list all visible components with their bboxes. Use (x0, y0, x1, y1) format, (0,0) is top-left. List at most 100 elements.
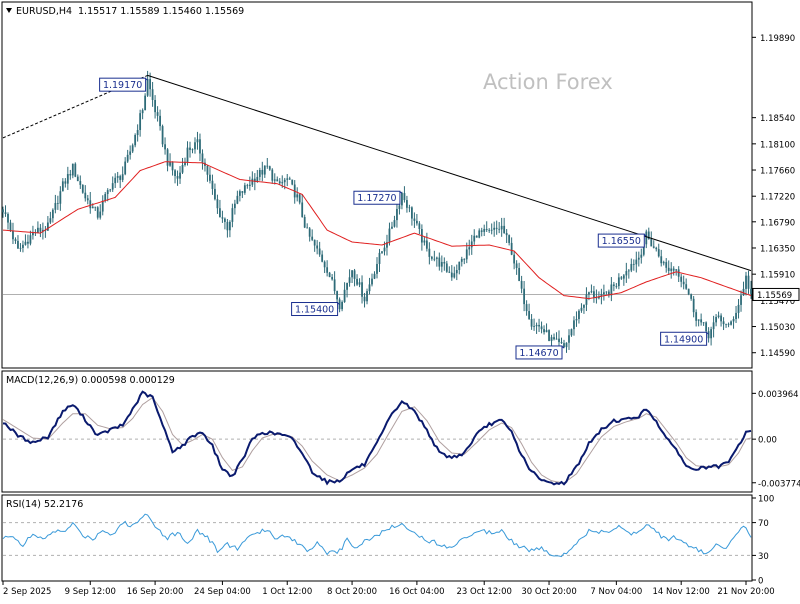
candle-body (169, 161, 171, 166)
candle-body (590, 291, 593, 293)
annotation-label: 1.17270 (357, 193, 396, 204)
annotation-box (515, 345, 563, 360)
macd-tick-label: 0.003964 (758, 390, 799, 400)
candle-body (558, 338, 560, 343)
candle (737, 299, 740, 319)
candle-body (341, 301, 343, 310)
candle (121, 166, 124, 183)
candle (692, 296, 695, 318)
candle-body (144, 95, 147, 111)
annotation-label: 1.14900 (664, 334, 703, 345)
candle-body (226, 221, 229, 231)
candle-body (642, 244, 645, 255)
candle (196, 131, 199, 150)
candle (747, 270, 750, 294)
candle-body (428, 248, 431, 257)
candle (570, 328, 573, 337)
candle (261, 161, 264, 182)
candle (672, 266, 675, 276)
candle (530, 314, 533, 330)
candle (730, 320, 732, 326)
ohlc-readout: 1.15517 1.15589 1.15460 1.15569 (78, 6, 244, 17)
candle-body (745, 275, 747, 289)
candle-body (301, 202, 304, 217)
candle-body (199, 139, 201, 154)
candle (181, 157, 184, 174)
candle (94, 206, 97, 211)
price-annotation: 1.16550 (597, 233, 647, 248)
candle (199, 133, 201, 161)
candle-body (645, 231, 648, 245)
candle-body (306, 227, 309, 229)
macd-panel-frame (1, 370, 753, 493)
candle-body (49, 218, 52, 223)
candle-body (500, 225, 503, 230)
candle-body (176, 176, 179, 179)
candle-body (605, 291, 608, 293)
candle (214, 183, 216, 201)
candle-body (243, 185, 246, 193)
candle (742, 281, 745, 296)
candle (745, 271, 747, 296)
candle-body (637, 257, 640, 260)
candle (750, 280, 752, 299)
candle-body (79, 181, 82, 185)
candle (298, 193, 301, 205)
candle-body (219, 208, 221, 218)
candle-body (600, 294, 603, 297)
candle (458, 261, 461, 275)
candle-body (224, 218, 226, 222)
candle-body (478, 230, 481, 238)
price-tick-label: 1.18540 (760, 114, 795, 124)
candle (448, 266, 451, 274)
candle-body (7, 213, 9, 223)
candle-body (29, 235, 32, 244)
candle-body (216, 199, 219, 209)
candle-body (336, 291, 339, 300)
candle (318, 241, 321, 257)
candle (657, 243, 660, 258)
price-tick-label: 1.17220 (760, 193, 795, 203)
candle (22, 240, 24, 253)
candle (238, 189, 241, 202)
candle-body (652, 246, 655, 248)
candle-body (563, 343, 565, 348)
candle-body (56, 202, 59, 204)
candle (346, 282, 348, 298)
candle (169, 153, 171, 167)
candle (358, 278, 361, 288)
candle (722, 317, 725, 331)
candle-body (119, 176, 122, 180)
candle-body (490, 229, 493, 231)
candle-body (366, 291, 368, 302)
candle (139, 109, 142, 137)
candle (134, 133, 137, 148)
candle (204, 158, 206, 172)
candle (620, 276, 623, 280)
candle-body (520, 280, 523, 289)
candle-body (677, 269, 680, 277)
candle (580, 303, 583, 313)
candle-body (228, 221, 231, 231)
candle-body (74, 163, 77, 177)
macd-tick-label: -0.003774 (758, 479, 800, 489)
candle-body (742, 288, 745, 296)
price-annotation: 1.14670 (515, 345, 565, 360)
candle (652, 240, 655, 249)
rsi-tick-label: 100 (758, 495, 774, 505)
candle-body (737, 304, 740, 313)
collapse-arrow-icon[interactable] (6, 8, 12, 13)
candle (189, 141, 191, 158)
candle-body (465, 249, 468, 260)
candle (356, 274, 358, 286)
candle-body (523, 288, 526, 305)
candle-body (505, 233, 508, 236)
candle (460, 256, 463, 267)
candle-body (321, 254, 324, 262)
candle (154, 95, 156, 119)
candle-body (351, 270, 353, 278)
candle-body (76, 176, 79, 182)
candle-body (423, 240, 426, 243)
candle-body (647, 231, 650, 240)
candle-body (2, 209, 4, 213)
